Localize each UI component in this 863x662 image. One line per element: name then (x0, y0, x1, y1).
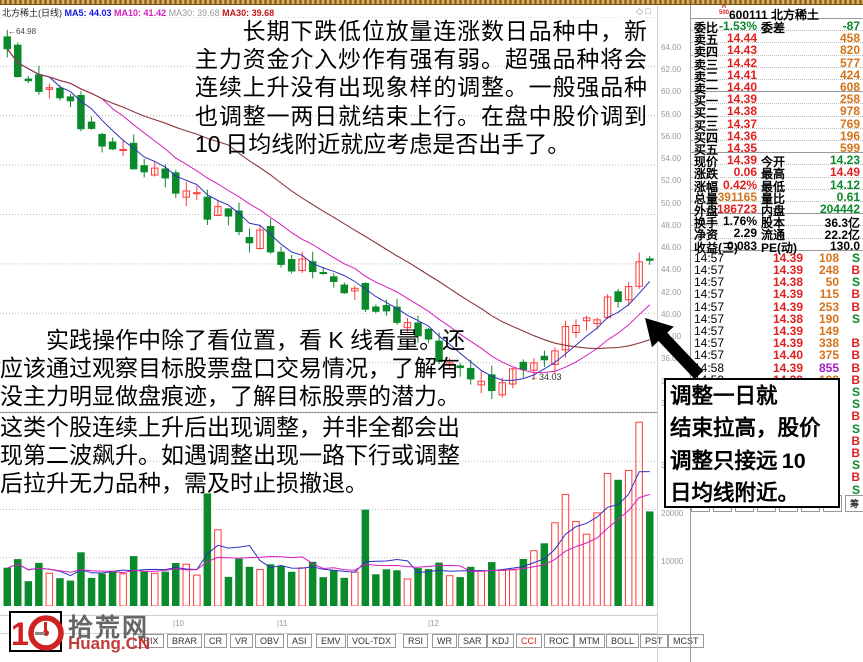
svg-text:1: 1 (11, 616, 29, 652)
